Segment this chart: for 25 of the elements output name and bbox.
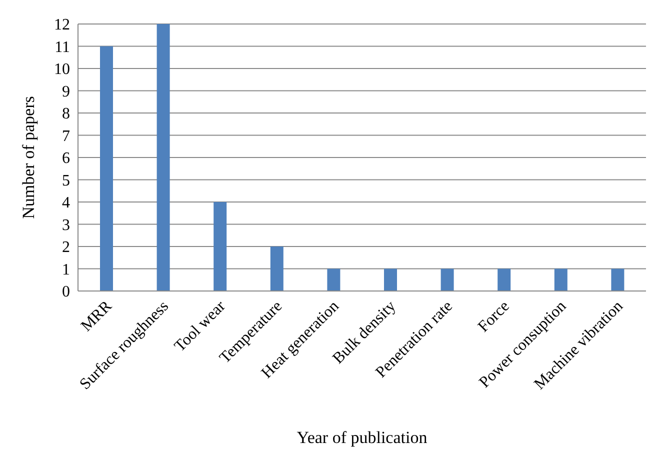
bar bbox=[327, 268, 340, 291]
y-tick-label: 11 bbox=[54, 38, 70, 56]
y-tick-label: 7 bbox=[62, 128, 70, 145]
bar bbox=[440, 268, 454, 291]
y-tick-label: 9 bbox=[62, 83, 70, 100]
y-tick-label: 1 bbox=[62, 261, 70, 278]
y-tick-label: 8 bbox=[62, 106, 70, 123]
y-tick-label: 12 bbox=[54, 16, 70, 34]
bar bbox=[554, 268, 568, 291]
y-tick-label: 4 bbox=[62, 194, 70, 212]
bar bbox=[611, 268, 624, 291]
bar bbox=[214, 202, 227, 291]
y-tick-label: 6 bbox=[62, 150, 70, 168]
bar bbox=[384, 268, 397, 291]
y-tick-label: 3 bbox=[62, 216, 70, 234]
x-axis-title: Year of publication bbox=[296, 428, 428, 447]
y-tick-label: 2 bbox=[62, 239, 70, 256]
bar bbox=[156, 24, 170, 291]
bar bbox=[100, 46, 113, 291]
y-axis-title: Number of papers bbox=[19, 96, 38, 219]
bar bbox=[498, 268, 511, 291]
y-tick-label: 5 bbox=[62, 172, 70, 190]
y-tick-label: 0 bbox=[62, 284, 70, 301]
bar bbox=[270, 246, 284, 291]
y-tick-label: 10 bbox=[54, 61, 70, 78]
